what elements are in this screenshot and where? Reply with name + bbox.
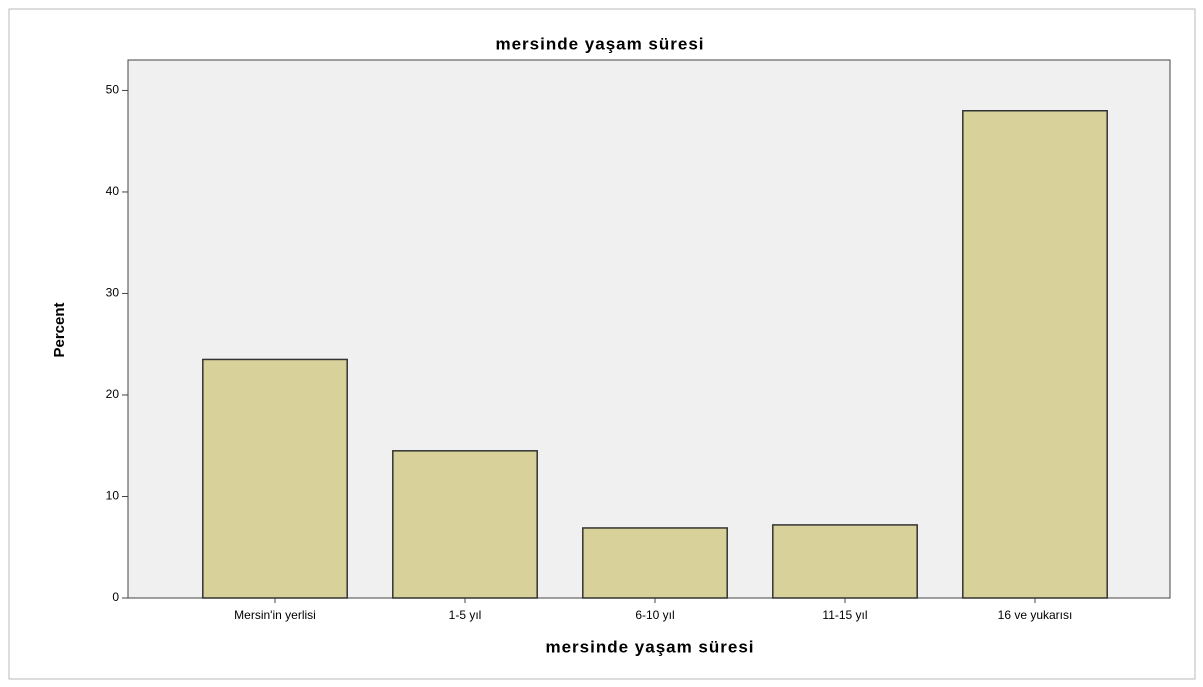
y-tick-label: 40 bbox=[106, 184, 120, 198]
chart-title: mersinde yaşam süresi bbox=[495, 34, 704, 53]
bar bbox=[392, 450, 538, 599]
bar bbox=[582, 527, 728, 599]
bar bbox=[962, 110, 1108, 599]
bar bbox=[202, 358, 348, 599]
y-tick-label: 20 bbox=[106, 387, 120, 401]
y-tick-label: 0 bbox=[112, 590, 119, 604]
x-tick-label: 6-10 yıl bbox=[635, 608, 674, 622]
x-tick-label: Mersin'in yerlisi bbox=[234, 608, 316, 622]
y-axis-label: Percent bbox=[51, 302, 68, 357]
y-tick-label: 50 bbox=[106, 83, 120, 97]
y-tick-label: 30 bbox=[106, 286, 120, 300]
y-tick-label: 10 bbox=[106, 489, 120, 503]
x-axis-label: mersinde yaşam süresi bbox=[545, 637, 754, 656]
bar bbox=[772, 524, 918, 599]
x-tick-label: 11-15 yıl bbox=[822, 608, 867, 622]
x-tick-label: 16 ve yukarısı bbox=[998, 608, 1073, 622]
x-tick-label: 1-5 yıl bbox=[449, 608, 482, 622]
